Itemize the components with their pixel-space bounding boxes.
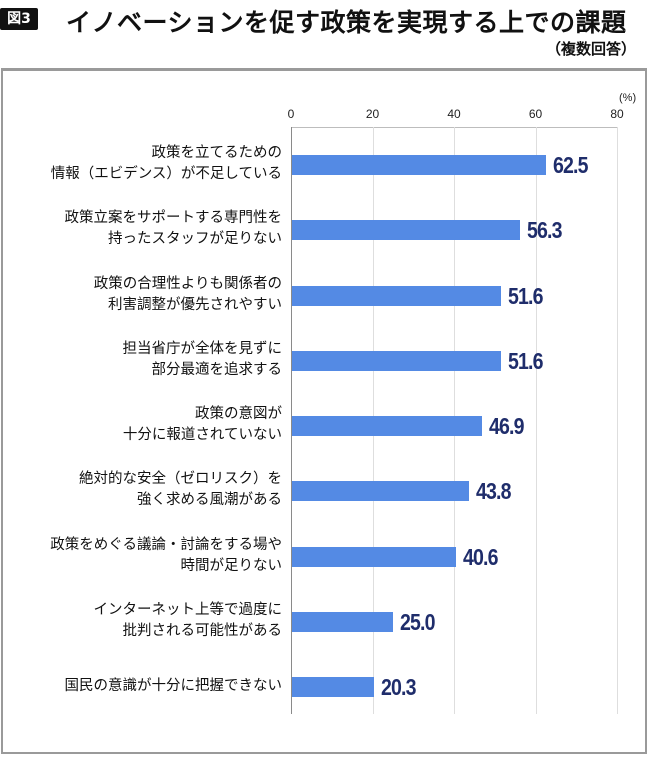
value-label: 46.9	[489, 413, 524, 439]
category-label-line1: インターネット上等で過度に	[93, 601, 283, 618]
category-label: インターネット上等で過度に批判される可能性がある	[0, 600, 283, 642]
category-label-line2: 批判される可能性がある	[122, 622, 283, 639]
category-label-line2: 強く求める風潮がある	[137, 492, 282, 509]
category-label-line2: 時間が足りない	[180, 557, 283, 574]
category-label: 政策を立てるための情報（エビデンス）が不足している	[0, 143, 282, 185]
category-label: 政策をめぐる議論・討論をする場や時間が足りない	[0, 535, 282, 577]
category-label-line1: 国民の意識が十分に把握できない	[64, 678, 283, 694]
value-label: 56.3	[527, 217, 563, 244]
gridline	[535, 127, 537, 714]
x-tick-label: 20	[365, 107, 380, 121]
category-label: 絶対的な安全（ゼロリスク）を強く求める風潮がある	[0, 469, 282, 511]
value-label: 25.0	[399, 608, 435, 635]
bar	[292, 481, 470, 502]
category-label-line2: 利害調整が優先されやすい	[108, 296, 282, 313]
x-tick-label: 40	[447, 107, 461, 121]
bar	[292, 611, 393, 632]
gridline	[617, 127, 618, 714]
category-label-line1: 絶対的な安全（ゼロリスク）を	[79, 471, 282, 488]
x-tick-label: 0	[287, 107, 295, 121]
bar	[292, 285, 502, 306]
category-label: 政策の意図が十分に報道されていない	[0, 404, 282, 446]
bar	[292, 155, 546, 175]
category-label-line2: 持ったスタッフが足りない	[108, 231, 282, 248]
category-label: 国民の意識が十分に把握できない	[0, 676, 283, 697]
bar	[292, 220, 521, 241]
category-label-line1: 担当省庁が全体を見ずに	[122, 340, 283, 357]
y-axis-line	[291, 127, 292, 714]
bar	[292, 350, 502, 371]
value-label: 51.6	[508, 282, 543, 309]
value-label: 43.8	[476, 478, 512, 505]
category-label-line1: 政策をめぐる議論・討論をする場や	[50, 536, 282, 553]
bar	[292, 677, 374, 697]
chart-subtitle: （複数回答）	[545, 40, 636, 58]
category-label-line2: 情報（エビデンス）が不足している	[50, 166, 282, 182]
category-label: 政策立案をサポートする専門性を持ったスタッフが足りない	[0, 208, 283, 250]
x-tick-label: 80	[610, 107, 624, 121]
chart-title: イノベーションを促す政策を実現する上での課題	[66, 8, 627, 37]
value-label: 40.6	[463, 543, 499, 570]
value-label: 51.6	[508, 347, 543, 374]
unit-label: (%)	[619, 92, 637, 104]
category-label-line1: 政策を立てるための	[151, 145, 283, 161]
category-label-line1: 政策立案をサポートする専門性を	[64, 210, 283, 227]
category-label: 政策の合理性よりも関係者の利害調整が優先されやすい	[0, 274, 282, 316]
x-tick-label: 60	[528, 107, 543, 121]
category-label-line1: 政策の意図が	[195, 406, 282, 422]
bar	[292, 416, 483, 436]
bar	[292, 546, 457, 567]
category-label-line2: 部分最適を追求する	[151, 361, 283, 378]
category-label-line1: 政策の合理性よりも関係者の	[93, 275, 282, 292]
category-label: 担当省庁が全体を見ずに部分最適を追求する	[0, 339, 283, 381]
value-label: 20.3	[380, 674, 416, 700]
chart-frame	[1, 68, 647, 754]
value-label: 62.5	[552, 152, 588, 178]
category-label-line2: 十分に報道されていない	[122, 427, 282, 443]
figure-badge: 図3	[0, 8, 38, 30]
